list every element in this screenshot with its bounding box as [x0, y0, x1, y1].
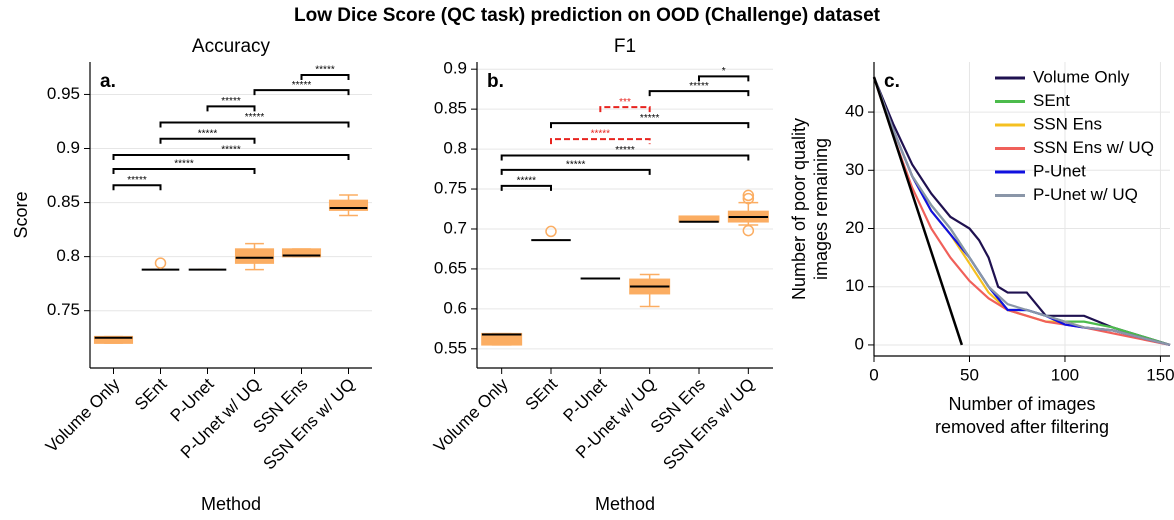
significance-label: * — [722, 66, 726, 77]
significance-label: ***** — [221, 96, 241, 107]
significance-label: ***** — [566, 159, 586, 170]
chart-title: F1 — [614, 36, 636, 57]
y-tick-label: 20 — [845, 218, 864, 237]
legend-label: P-Unet w/ UQ — [1033, 185, 1138, 204]
panel-label: a. — [100, 71, 116, 92]
significance-bracket — [112, 184, 162, 191]
legend-label: Volume Only — [1033, 67, 1130, 86]
significance-label: ***** — [221, 145, 241, 156]
panel-label: c. — [884, 71, 900, 92]
y-tick-label: 0.65 — [434, 258, 467, 277]
box — [234, 248, 275, 264]
line — [872, 76, 964, 346]
significance-bracket — [698, 75, 750, 82]
significance-label: ***** — [245, 112, 265, 123]
significance-bracket — [206, 105, 256, 112]
y-tick-label: 0.8 — [56, 246, 80, 265]
chart-title: Accuracy — [192, 36, 271, 57]
line — [872, 76, 1171, 346]
line — [872, 76, 1171, 347]
legend-label: SSN Ens — [1033, 114, 1102, 133]
y-tick-label: 0.9 — [443, 59, 467, 78]
y-axis-label: Number of poor quality — [789, 118, 809, 300]
y-tick-label: 0 — [855, 334, 864, 353]
y-axis-label: Score — [11, 191, 31, 238]
significance-bracket — [550, 138, 651, 145]
significance-label: ***** — [615, 145, 635, 156]
significance-label: ***** — [174, 159, 194, 170]
x-tick-label: Volume Only — [42, 374, 124, 456]
y-tick-label: 0.8 — [443, 139, 467, 158]
x-tick-label: SSN Ens w/ UQ — [659, 375, 758, 474]
significance-label: ***** — [127, 175, 147, 186]
y-tick-label: 0.75 — [434, 179, 467, 198]
flier — [742, 224, 755, 237]
legend-label: SSN Ens w/ UQ — [1033, 138, 1154, 157]
significance-bracket — [300, 73, 350, 80]
significance-bracket — [253, 89, 350, 96]
x-axis-label: removed after filtering — [935, 417, 1109, 437]
significance-label: ***** — [517, 175, 537, 186]
y-tick-label: 0.6 — [443, 298, 467, 317]
x-tick-label: SEnt — [131, 374, 171, 414]
significance-bracket — [500, 168, 651, 175]
significance-bracket — [159, 121, 350, 128]
box — [281, 248, 322, 258]
x-axis-label: Number of images — [948, 394, 1095, 414]
significance-label: ***** — [292, 80, 312, 91]
significance-bracket — [599, 106, 651, 113]
x-tick-label: SEnt — [522, 374, 562, 414]
flier — [545, 225, 557, 238]
significance-label: ***** — [591, 129, 611, 140]
x-tick-label: 50 — [960, 365, 979, 384]
x-axis-label: Method — [595, 494, 655, 514]
panel-label: b. — [487, 71, 504, 92]
legend-label: P-Unet — [1033, 161, 1086, 180]
significance-bracket — [112, 153, 350, 160]
y-tick-label: 0.95 — [47, 84, 80, 103]
y-tick-label: 0.7 — [443, 218, 467, 237]
y-tick-label: 0.85 — [434, 99, 467, 118]
y-tick-label: 0.55 — [434, 338, 467, 357]
significance-label: ***** — [198, 128, 218, 139]
x-tick-label: 100 — [1051, 365, 1079, 384]
significance-bracket — [112, 168, 256, 175]
y-axis-label: images remaining — [811, 138, 831, 280]
legend-label: SEnt — [1033, 91, 1070, 110]
x-axis-label: Method — [201, 494, 261, 514]
y-tick-label: 0.9 — [56, 138, 80, 157]
y-tick-label: 30 — [845, 160, 864, 179]
flier — [742, 189, 755, 202]
figure-title: Low Dice Score (QC task) prediction on O… — [294, 5, 881, 26]
flier — [154, 257, 167, 269]
significance-label: ***** — [689, 81, 709, 92]
x-tick-label: 0 — [869, 365, 878, 384]
significance-bracket — [159, 137, 256, 144]
significance-label: ***** — [315, 65, 335, 76]
box — [328, 199, 369, 211]
x-tick-label: 150 — [1146, 365, 1174, 384]
significance-bracket — [550, 122, 750, 129]
significance-label: ***** — [640, 113, 660, 124]
significance-bracket — [500, 184, 552, 191]
flier — [742, 192, 755, 205]
y-tick-label: 0.85 — [47, 192, 80, 211]
y-tick-label: 10 — [845, 276, 864, 295]
significance-label: *** — [619, 97, 631, 108]
box — [93, 335, 134, 344]
y-tick-label: 0.75 — [47, 300, 80, 319]
significance-bracket — [648, 90, 750, 97]
significance-bracket — [500, 154, 750, 161]
x-tick-label: Volume Only — [430, 374, 512, 456]
y-tick-label: 40 — [845, 102, 864, 121]
